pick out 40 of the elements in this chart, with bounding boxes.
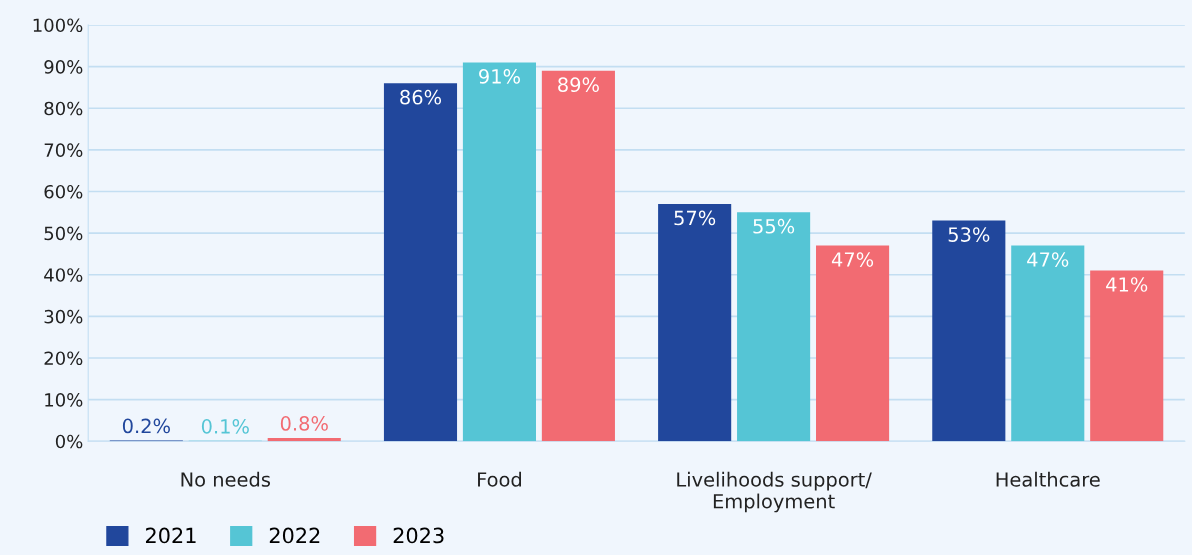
data-label: 57% bbox=[674, 210, 716, 226]
y-tick-label: 10% bbox=[45, 393, 83, 407]
data-label: 89% bbox=[558, 77, 599, 93]
y-tick-label: 0% bbox=[55, 434, 83, 449]
legend-label: 2022 bbox=[269, 527, 320, 544]
bar bbox=[932, 220, 1006, 442]
y-tick-label: 100% bbox=[33, 18, 83, 33]
bar bbox=[1090, 270, 1164, 442]
y-tick-label: 40% bbox=[44, 268, 83, 282]
x-tick-label: Food bbox=[478, 471, 521, 487]
data-label: 91% bbox=[479, 69, 520, 84]
bar bbox=[816, 245, 890, 442]
data-label: 55% bbox=[753, 218, 795, 234]
bar bbox=[1011, 245, 1085, 442]
x-tick-label: Healthcare bbox=[996, 471, 1100, 487]
bar bbox=[383, 83, 458, 442]
bar bbox=[267, 437, 341, 442]
data-label: 0.8% bbox=[280, 416, 328, 431]
bar bbox=[737, 212, 811, 442]
y-tick-label: 90% bbox=[44, 60, 83, 74]
y-tick-label: 60% bbox=[44, 184, 83, 199]
bar bbox=[462, 62, 536, 442]
y-tick-label: 70% bbox=[44, 143, 83, 157]
y-tick-label: 30% bbox=[44, 309, 83, 324]
legend-label: 2023 bbox=[393, 527, 444, 544]
data-label: 41% bbox=[1106, 277, 1148, 292]
x-tick-label: Livelihoods support/ Employment bbox=[677, 471, 872, 513]
y-tick-label: 50% bbox=[44, 226, 83, 241]
legend-label: 2021 bbox=[145, 527, 196, 544]
y-tick-label: 20% bbox=[44, 351, 83, 366]
data-label: 86% bbox=[400, 89, 442, 105]
data-label: 0.1% bbox=[201, 419, 249, 434]
bar bbox=[658, 203, 732, 442]
data-label: 47% bbox=[1027, 252, 1069, 267]
data-label: 47% bbox=[831, 252, 874, 267]
data-label: 0.2% bbox=[122, 418, 170, 434]
bar bbox=[541, 70, 615, 442]
data-label: 53% bbox=[948, 227, 990, 242]
y-tick-label: 80% bbox=[44, 101, 83, 116]
x-tick-label: No needs bbox=[181, 471, 271, 487]
